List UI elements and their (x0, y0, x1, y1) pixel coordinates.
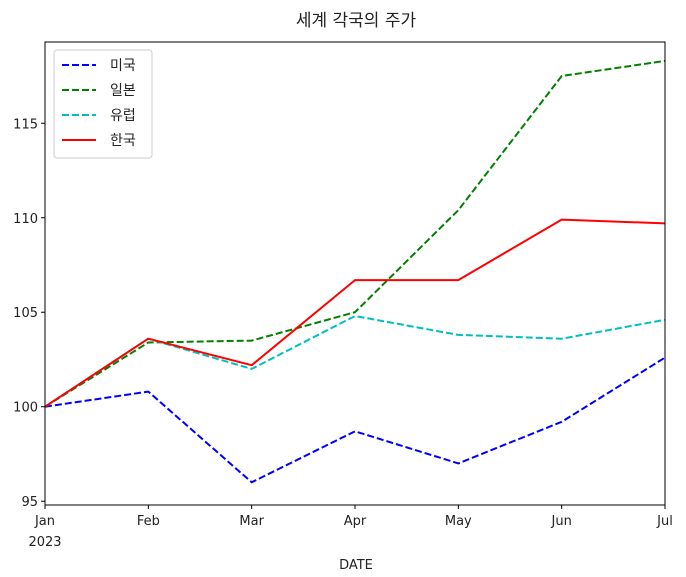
series-line-1 (44, 356, 666, 484)
legend-label-3: 유럽 (110, 108, 136, 124)
y-tick-label: 100 (13, 401, 38, 416)
x-tick-label: Jun (551, 514, 572, 529)
x-tick-label: Feb (137, 514, 160, 529)
x-tick-label: Jan (34, 514, 55, 529)
legend-label-1: 미국 (110, 58, 136, 74)
series-line-2 (44, 59, 666, 408)
legend-label-2: 일본 (110, 83, 136, 99)
x-tick-label: Jul (656, 514, 673, 529)
x-tick-label: Mar (239, 514, 264, 529)
chart-title: 세계 각국의 주가 (296, 11, 417, 31)
y-tick-label: 110 (13, 212, 38, 227)
x-axis-label: DATE (339, 558, 373, 573)
series-line-4 (44, 218, 666, 408)
y-tick-label: 115 (13, 117, 38, 132)
y-tick-label: 95 (21, 495, 38, 510)
x-tick-year-label: 2023 (28, 535, 61, 550)
x-tick-label: May (445, 514, 472, 529)
legend-box (53, 49, 153, 159)
legend-label-4: 한국 (110, 133, 136, 149)
x-tick-label: Apr (344, 514, 367, 529)
plot-area: 95 100 105 110 115 Jan Feb Mar Apr May Jun Jul 2023 미… (13, 41, 673, 550)
y-tick-label: 105 (13, 306, 38, 321)
